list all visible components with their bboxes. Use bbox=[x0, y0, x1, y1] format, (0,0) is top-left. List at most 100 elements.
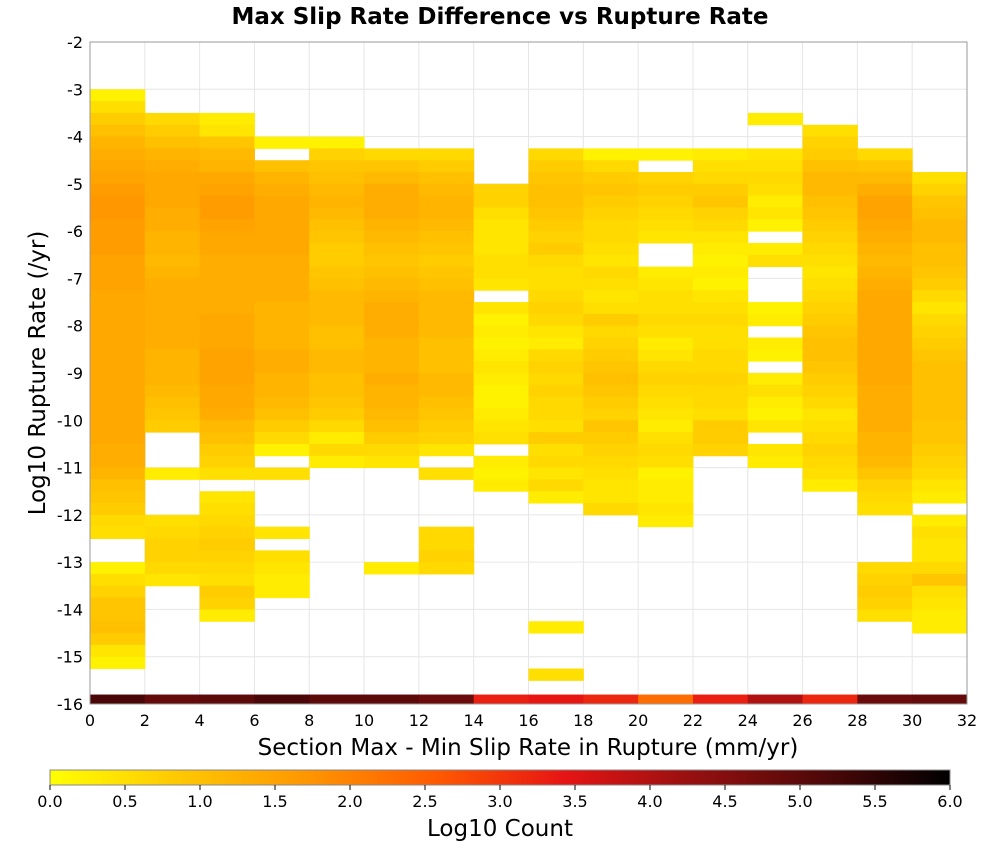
heatmap-cell bbox=[747, 207, 804, 220]
heatmap-cell bbox=[199, 266, 255, 279]
heatmap-cell bbox=[144, 183, 201, 197]
heatmap-cell bbox=[473, 207, 529, 220]
heatmap-cell bbox=[692, 266, 749, 279]
heatmap-cell bbox=[528, 420, 584, 433]
heatmap-cell bbox=[583, 467, 639, 480]
heatmap-cell bbox=[912, 195, 968, 208]
heatmap-cell bbox=[90, 443, 146, 457]
heatmap-cell bbox=[912, 432, 968, 445]
colorbar-label: Log10 Count bbox=[427, 816, 573, 842]
x-tick-label: 6 bbox=[249, 711, 259, 730]
heatmap-cell bbox=[473, 231, 529, 244]
heatmap-cell bbox=[254, 160, 310, 173]
heatmap-cell bbox=[638, 420, 694, 433]
heatmap-cell bbox=[912, 384, 968, 398]
heatmap-cell bbox=[90, 562, 146, 575]
heatmap-cell bbox=[254, 207, 310, 220]
heatmap-cell bbox=[90, 231, 146, 244]
heatmap-cell bbox=[912, 290, 968, 303]
heatmap-cell bbox=[912, 313, 968, 327]
heatmap-cell bbox=[199, 384, 255, 398]
y-tick-label: -7 bbox=[67, 269, 83, 288]
heatmap-cell bbox=[364, 562, 420, 575]
heatmap-cell bbox=[90, 633, 146, 646]
colorbar-tick-label: 4.5 bbox=[712, 792, 737, 811]
heatmap-cell bbox=[912, 621, 968, 634]
heatmap-cell bbox=[912, 254, 968, 268]
heatmap-cell bbox=[144, 242, 201, 256]
heatmap-cell bbox=[309, 160, 365, 173]
heatmap-cell bbox=[857, 503, 913, 516]
heatmap-cell bbox=[912, 550, 968, 563]
heatmap-cell bbox=[90, 479, 146, 492]
heatmap-cell bbox=[638, 313, 694, 327]
heatmap-cell bbox=[802, 254, 858, 268]
heatmap-cell bbox=[912, 242, 968, 256]
heatmap-cell bbox=[747, 408, 804, 421]
x-tick-label: 2 bbox=[140, 711, 150, 730]
heatmap-cell bbox=[528, 302, 584, 315]
heatmap-cell bbox=[254, 325, 310, 339]
x-tick-label: 30 bbox=[902, 711, 922, 730]
heatmap-cell bbox=[254, 172, 310, 185]
x-tick-label: 16 bbox=[518, 711, 538, 730]
heatmap-cell bbox=[747, 313, 804, 327]
heatmap-cell bbox=[473, 313, 529, 327]
x-tick-label: 20 bbox=[628, 711, 648, 730]
heatmap-cell bbox=[528, 443, 584, 457]
x-axis-label: Section Max - Min Slip Rate in Rupture (… bbox=[258, 735, 799, 761]
heatmap-cell bbox=[583, 455, 639, 469]
heatmap-cell bbox=[528, 396, 584, 409]
heatmap-cell bbox=[199, 325, 255, 339]
total-cell bbox=[473, 694, 529, 704]
heatmap-cell bbox=[912, 455, 968, 469]
heatmap-cell bbox=[583, 207, 639, 220]
heatmap-cell bbox=[857, 313, 913, 327]
heatmap-cell bbox=[857, 278, 913, 291]
heatmap-cell bbox=[144, 124, 201, 138]
y-tick-label: -10 bbox=[57, 411, 83, 430]
heatmap-cell bbox=[857, 160, 913, 173]
heatmap-cell bbox=[418, 420, 475, 433]
heatmap-cell bbox=[912, 479, 968, 492]
heatmap-cell bbox=[638, 219, 694, 232]
heatmap-cell bbox=[473, 373, 529, 386]
heatmap-cell bbox=[144, 550, 201, 563]
heatmap-cell bbox=[199, 112, 255, 126]
heatmap-cell bbox=[199, 124, 255, 138]
heatmap-cell bbox=[857, 455, 913, 469]
heatmap-cell bbox=[364, 302, 420, 315]
heatmap-cell bbox=[364, 384, 420, 398]
heatmap-cell bbox=[802, 242, 858, 256]
heatmap-cell bbox=[857, 396, 913, 409]
heatmap-cell bbox=[90, 290, 146, 303]
heatmap-cell bbox=[802, 443, 858, 457]
heatmap-cell bbox=[638, 432, 694, 445]
heatmap-cell bbox=[199, 550, 255, 563]
x-tick-label: 26 bbox=[792, 711, 812, 730]
heatmap-cell bbox=[692, 183, 749, 197]
heatmap-cell bbox=[418, 562, 475, 575]
heatmap-cell bbox=[199, 313, 255, 327]
heatmap-cell bbox=[802, 373, 858, 386]
heatmap-cell bbox=[528, 384, 584, 398]
heatmap-cell bbox=[692, 172, 749, 185]
heatmap-cell bbox=[802, 124, 858, 138]
heatmap-cell bbox=[254, 219, 310, 232]
y-tick-label: -14 bbox=[57, 600, 83, 619]
heatmap-cell bbox=[583, 313, 639, 327]
heatmap-cell bbox=[912, 443, 968, 457]
heatmap-cell bbox=[857, 302, 913, 315]
total-cell bbox=[364, 694, 420, 704]
heatmap-cell bbox=[857, 408, 913, 421]
heatmap-cell bbox=[144, 313, 201, 327]
heatmap-cell bbox=[528, 455, 584, 469]
heatmap-cell bbox=[144, 112, 201, 126]
colorbar-tick-label: 5.5 bbox=[862, 792, 887, 811]
heatmap-cell bbox=[364, 408, 420, 421]
heatmap-cell bbox=[857, 325, 913, 339]
heatmap-cell bbox=[638, 207, 694, 220]
y-tick-label: -11 bbox=[57, 459, 83, 478]
heatmap-cell bbox=[857, 219, 913, 232]
